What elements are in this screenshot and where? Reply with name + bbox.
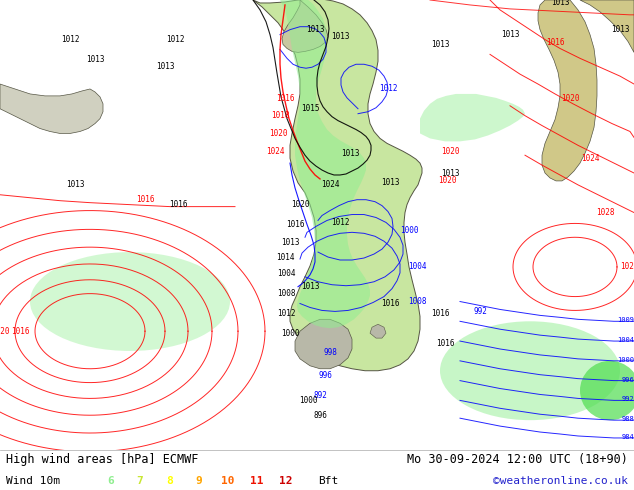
Text: 1016: 1016 <box>276 95 294 103</box>
Text: 1016: 1016 <box>169 200 187 209</box>
Text: 9: 9 <box>195 476 202 486</box>
Text: 1020: 1020 <box>269 129 287 138</box>
Text: 1016: 1016 <box>11 327 30 336</box>
Text: 996: 996 <box>621 377 634 383</box>
Text: 1013: 1013 <box>501 30 519 39</box>
Polygon shape <box>280 0 370 328</box>
Text: 1020: 1020 <box>437 176 456 185</box>
Text: ©weatheronline.co.uk: ©weatheronline.co.uk <box>493 476 628 486</box>
Polygon shape <box>580 0 634 52</box>
Ellipse shape <box>580 361 634 420</box>
Text: 1012: 1012 <box>165 35 184 44</box>
Text: 1013: 1013 <box>381 178 399 187</box>
Text: 1012: 1012 <box>331 218 349 227</box>
Ellipse shape <box>440 321 620 420</box>
Text: 1016: 1016 <box>136 195 154 204</box>
Text: 1013: 1013 <box>86 55 104 64</box>
Ellipse shape <box>30 252 230 351</box>
Text: 1016: 1016 <box>286 220 304 229</box>
Text: 1000: 1000 <box>400 226 418 235</box>
Text: 1028: 1028 <box>596 208 614 217</box>
Text: 1016: 1016 <box>436 339 454 347</box>
Text: 1013: 1013 <box>430 40 450 49</box>
Polygon shape <box>370 324 386 338</box>
Text: 1020: 1020 <box>0 327 10 336</box>
Text: 988: 988 <box>621 416 634 422</box>
Text: 992: 992 <box>473 307 487 316</box>
Text: 1020: 1020 <box>291 200 309 209</box>
Text: 1012: 1012 <box>378 84 398 94</box>
Polygon shape <box>253 0 422 371</box>
Text: 1012: 1012 <box>277 309 295 318</box>
Text: 10: 10 <box>221 476 235 486</box>
Text: 1016: 1016 <box>381 299 399 308</box>
Text: 1024: 1024 <box>581 154 599 163</box>
Polygon shape <box>295 319 352 369</box>
Text: 1013: 1013 <box>156 62 174 71</box>
Polygon shape <box>0 84 103 133</box>
Text: 1014: 1014 <box>276 252 294 262</box>
Text: 892: 892 <box>313 391 327 400</box>
Text: 896: 896 <box>313 411 327 420</box>
Text: 8: 8 <box>166 476 172 486</box>
Polygon shape <box>420 94 525 142</box>
Text: 996: 996 <box>318 371 332 380</box>
Text: 1013: 1013 <box>281 238 299 246</box>
Text: 6: 6 <box>108 476 114 486</box>
Text: 992: 992 <box>621 396 634 402</box>
Text: 1004: 1004 <box>617 337 634 343</box>
Text: 1012: 1012 <box>61 35 79 44</box>
Text: 1000: 1000 <box>299 396 317 405</box>
Text: Wind 10m: Wind 10m <box>6 476 60 486</box>
Text: 1013: 1013 <box>66 180 84 189</box>
Text: 7: 7 <box>137 476 143 486</box>
Text: 1008: 1008 <box>277 289 295 298</box>
Text: 1000: 1000 <box>281 329 299 338</box>
Text: 1024: 1024 <box>321 180 339 189</box>
Text: Bft: Bft <box>318 476 339 486</box>
Text: 1024: 1024 <box>266 147 284 156</box>
Text: High wind areas [hPa] ECMWF: High wind areas [hPa] ECMWF <box>6 453 198 466</box>
Text: 1018: 1018 <box>271 111 289 120</box>
Text: 1020: 1020 <box>441 147 459 156</box>
Text: 11: 11 <box>250 476 264 486</box>
Text: 1000: 1000 <box>617 357 634 363</box>
Text: 1013: 1013 <box>551 0 569 7</box>
Text: Mo 30-09-2024 12:00 UTC (18+90): Mo 30-09-2024 12:00 UTC (18+90) <box>407 453 628 466</box>
Text: 1016: 1016 <box>430 309 450 318</box>
Text: 1008: 1008 <box>408 297 427 306</box>
Text: 1004: 1004 <box>408 263 427 271</box>
Text: 1009: 1009 <box>617 318 634 323</box>
Text: 1016: 1016 <box>546 38 564 47</box>
Text: 1013: 1013 <box>306 25 324 34</box>
Text: 1024: 1024 <box>620 263 634 271</box>
Text: 998: 998 <box>323 348 337 357</box>
Text: 1015: 1015 <box>301 104 320 113</box>
Text: 1004: 1004 <box>277 270 295 278</box>
Polygon shape <box>538 0 597 181</box>
Text: 1013: 1013 <box>331 32 349 41</box>
Text: 1013: 1013 <box>301 282 320 291</box>
Text: 984: 984 <box>621 434 634 440</box>
Text: 1020: 1020 <box>560 95 579 103</box>
Text: 1013: 1013 <box>340 149 359 158</box>
Text: 12: 12 <box>279 476 293 486</box>
Text: 1013: 1013 <box>611 25 630 34</box>
Polygon shape <box>282 0 328 52</box>
Text: 1013: 1013 <box>441 169 459 177</box>
